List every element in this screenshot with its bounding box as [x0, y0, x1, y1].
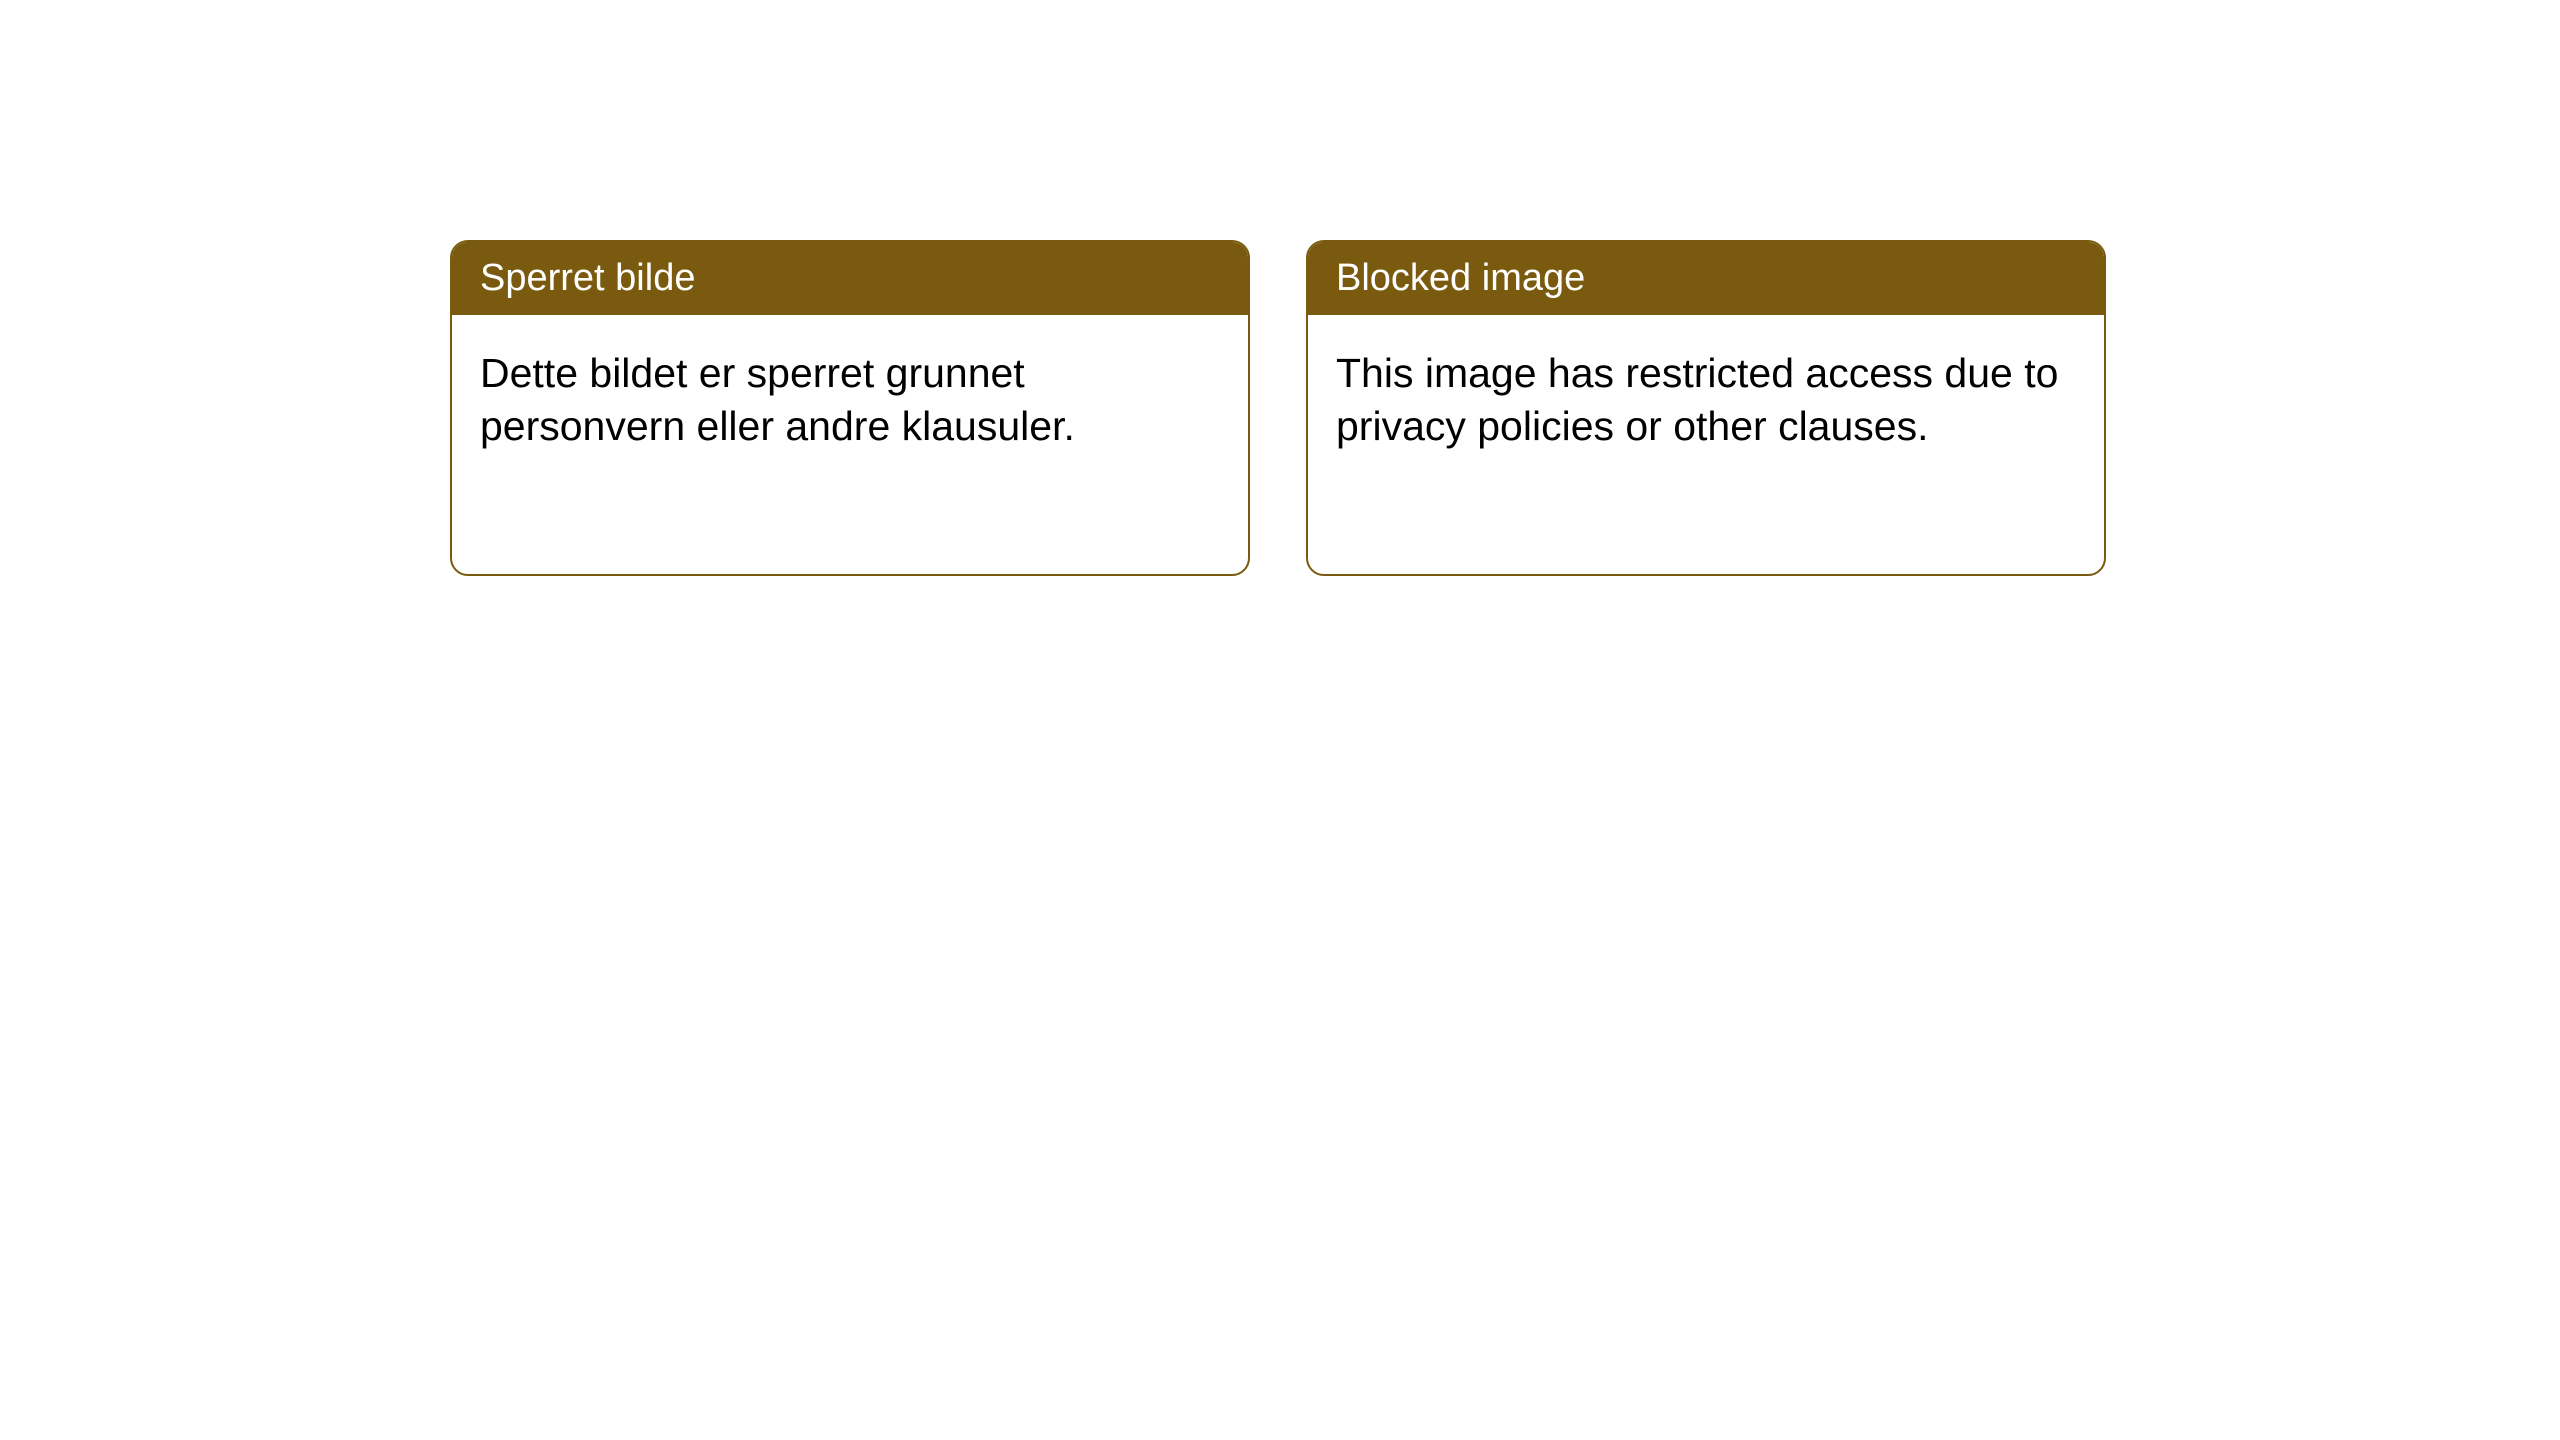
- notice-title: Blocked image: [1336, 257, 1585, 299]
- notice-body: This image has restricted access due to …: [1308, 315, 2104, 484]
- notice-container: Sperret bilde Dette bildet er sperret gr…: [450, 240, 2106, 576]
- notice-title: Sperret bilde: [480, 257, 695, 299]
- notice-body-text: Dette bildet er sperret grunnet personve…: [480, 350, 1075, 448]
- notice-header: Sperret bilde: [452, 242, 1248, 315]
- notice-card-norwegian: Sperret bilde Dette bildet er sperret gr…: [450, 240, 1250, 576]
- notice-body: Dette bildet er sperret grunnet personve…: [452, 315, 1248, 484]
- notice-card-english: Blocked image This image has restricted …: [1306, 240, 2106, 576]
- notice-body-text: This image has restricted access due to …: [1336, 350, 2058, 448]
- notice-header: Blocked image: [1308, 242, 2104, 315]
